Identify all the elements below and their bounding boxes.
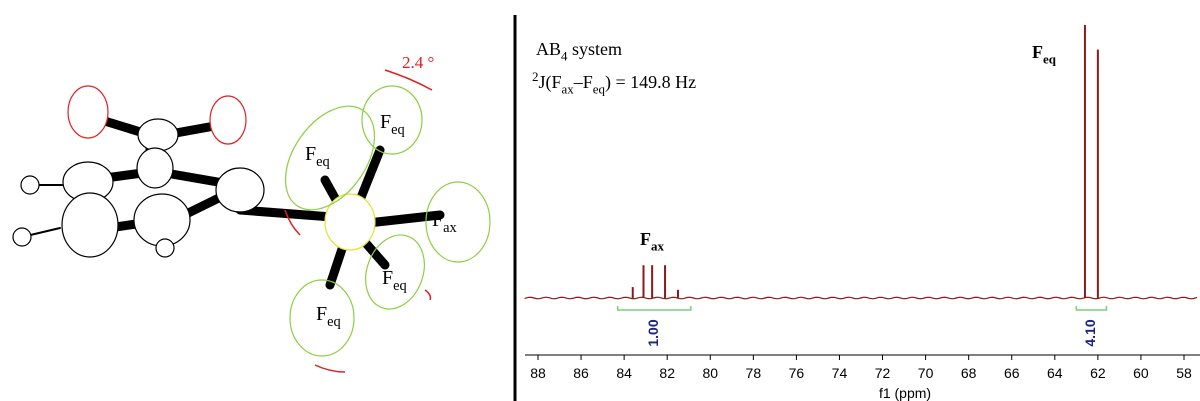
- integral-label: 4.10: [1082, 319, 1098, 346]
- atom-label-part: F: [432, 209, 443, 231]
- atom-label-part: eq: [393, 278, 407, 294]
- peak-label: Fax: [640, 229, 664, 253]
- peak-label: Feq: [1032, 42, 1057, 66]
- atom-label-part: eq: [327, 314, 341, 330]
- x-tick-label: 82: [659, 365, 675, 381]
- x-tick-label: 74: [832, 365, 848, 381]
- x-tick-label: 64: [1047, 365, 1063, 381]
- coupling-label-part: ax: [562, 81, 575, 96]
- coupling-label-part: ) = 149.8 Hz: [605, 72, 696, 93]
- atom-label-part: F: [380, 111, 391, 133]
- molecule-drawing: [12, 69, 491, 373]
- x-tick-label: 80: [702, 365, 718, 381]
- x-tick-label: 88: [530, 365, 546, 381]
- coupling-label-part: eq: [593, 81, 606, 96]
- x-tick-label: 84: [616, 365, 632, 381]
- system-label-part: system: [568, 39, 623, 59]
- x-tick-label: 70: [918, 365, 934, 381]
- atom-label: Feq: [316, 303, 341, 330]
- system-label: AB4 system: [536, 39, 622, 63]
- peak-label-part: F: [640, 229, 651, 249]
- atom-label: Feq: [382, 267, 407, 294]
- coupling-label: 2J(Fax–Feq) = 149.8 Hz: [532, 69, 696, 97]
- baseline: [524, 296, 1198, 300]
- peak-label-part: F: [1032, 42, 1043, 62]
- atom-label-part: F: [382, 267, 393, 289]
- x-tick-label: 86: [573, 365, 589, 381]
- x-tick-label: 60: [1133, 365, 1149, 381]
- x-tick-label: 66: [1004, 365, 1020, 381]
- x-axis-label: f1 (ppm): [879, 385, 931, 401]
- coupling-label-part: J: [538, 72, 545, 92]
- system-label-part: AB: [536, 39, 561, 59]
- x-tick-label: 62: [1090, 365, 1106, 381]
- integral-bracket: [616, 306, 692, 311]
- peak-label-part: ax: [651, 238, 664, 253]
- x-tick-label: 68: [961, 365, 977, 381]
- coupling-label-part: 2: [532, 69, 538, 84]
- x-tick-label: 76: [789, 365, 805, 381]
- atom-label-part: F: [316, 303, 327, 325]
- integral-label: 1.00: [645, 319, 661, 346]
- integral-bracket: [1075, 306, 1108, 311]
- peak-label-part: eq: [1043, 51, 1057, 66]
- atom-label: Feq: [305, 143, 330, 170]
- coupling-label-part: –F: [573, 72, 593, 92]
- atom-label-part: eq: [316, 154, 330, 170]
- x-tick-label: 58: [1176, 365, 1192, 381]
- coupling-label-part: (F: [546, 72, 562, 93]
- system-label-part: 4: [561, 48, 568, 63]
- atom-label: Fax: [432, 209, 458, 236]
- x-tick-label: 78: [746, 365, 762, 381]
- atom-label-part: F: [305, 143, 316, 165]
- atom-label: Feq: [380, 111, 405, 138]
- atom-label-part: ax: [443, 220, 457, 236]
- rotation-label: 2.4 °: [402, 53, 434, 72]
- x-tick-label: 72: [875, 365, 891, 381]
- atom-label-part: eq: [391, 122, 405, 138]
